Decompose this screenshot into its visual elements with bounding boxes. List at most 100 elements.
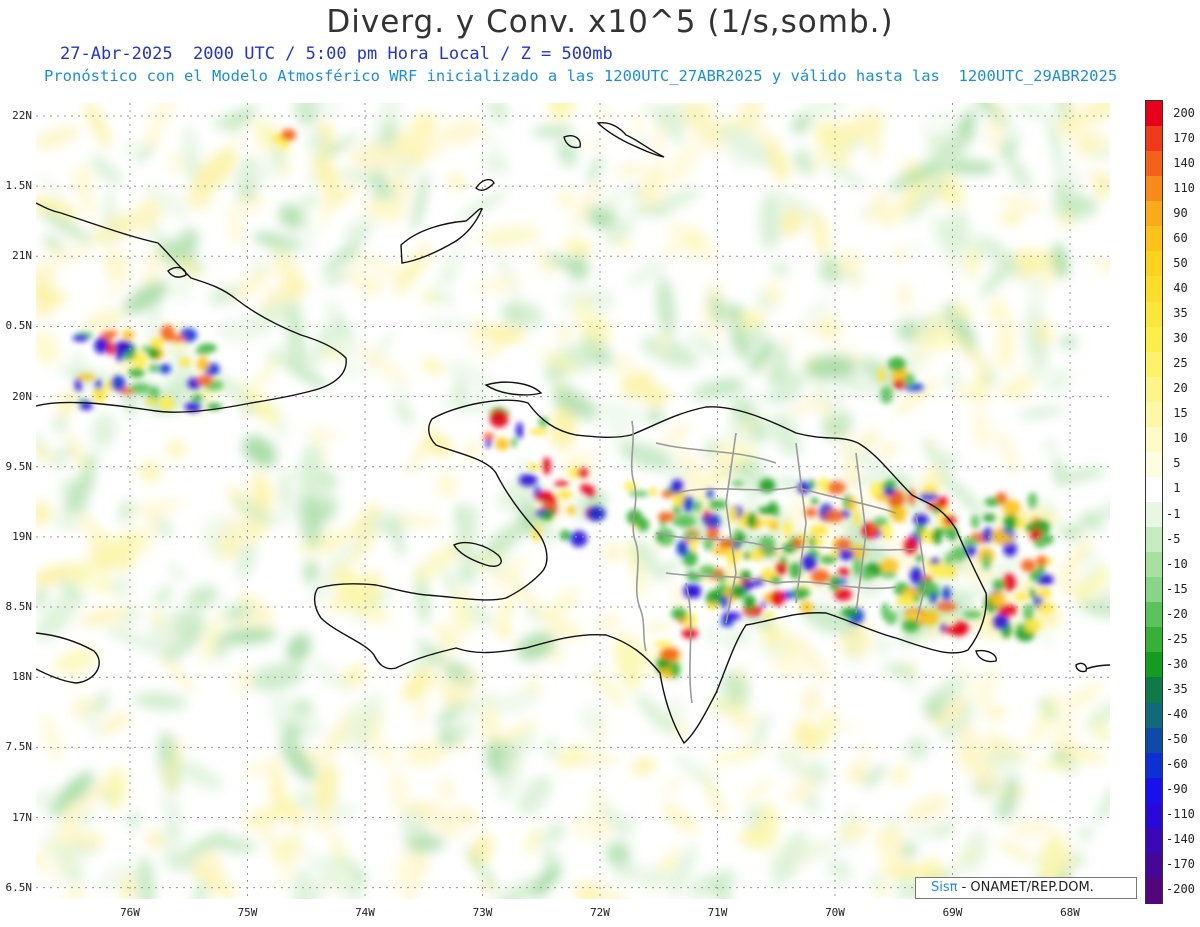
field-blob <box>1011 103 1054 121</box>
convection-cell <box>989 591 1007 606</box>
field-blob <box>1018 408 1066 417</box>
field-blob <box>517 775 553 816</box>
convection-cell <box>569 530 588 547</box>
field-blob <box>906 175 945 223</box>
field-blob <box>389 766 409 817</box>
field-blob <box>92 575 115 595</box>
colorbar-label: -10 <box>1166 556 1188 571</box>
convection-cell <box>717 538 735 549</box>
convection-cell <box>893 379 906 390</box>
field-blob <box>691 378 745 400</box>
field-blob <box>456 563 478 585</box>
convection-cell <box>707 602 719 610</box>
colorbar-label: -30 <box>1166 656 1188 671</box>
field-blob <box>953 845 983 866</box>
convection-cell <box>1014 593 1029 600</box>
field-blob <box>960 720 980 776</box>
field-blob <box>673 753 717 789</box>
field-blob <box>139 460 162 483</box>
field-blob <box>1099 587 1110 609</box>
field-blob <box>345 217 375 244</box>
field-blob <box>951 334 992 372</box>
field-blob <box>916 612 953 643</box>
field-blob <box>1062 681 1104 712</box>
field-blob <box>312 855 358 892</box>
field-blob <box>722 632 751 646</box>
field-blob <box>1097 786 1110 823</box>
field-blob <box>1039 835 1065 888</box>
field-blob <box>557 138 578 167</box>
field-blob <box>657 329 669 358</box>
field-blob <box>227 200 244 247</box>
latitude-label: 21N <box>12 249 32 263</box>
dr-provinces <box>655 432 927 704</box>
convection-cell <box>801 554 817 572</box>
field-blob <box>278 204 306 230</box>
convection-cell <box>657 511 675 522</box>
field-blob <box>439 776 454 802</box>
field-blob <box>144 183 189 219</box>
convection-cell <box>673 505 681 516</box>
field-blob <box>1001 774 1019 821</box>
field-blob <box>727 140 754 169</box>
field-blob <box>231 157 288 186</box>
field-blob <box>580 334 616 369</box>
field-blob <box>417 799 462 837</box>
convection-cell <box>147 397 156 406</box>
convection-cell <box>195 347 212 355</box>
convection-cell <box>913 593 921 603</box>
latitude-label: 0.5N <box>5 319 33 333</box>
convection-cell <box>720 595 729 609</box>
field-blob <box>814 121 850 168</box>
convection-cell <box>853 510 860 527</box>
field-blob <box>605 841 631 866</box>
convection-cell <box>281 128 296 142</box>
field-blob <box>115 599 131 633</box>
convection-cell <box>744 581 758 588</box>
colorbar-swatch <box>1146 752 1162 779</box>
field-blob <box>185 832 230 856</box>
field-blob <box>272 835 302 865</box>
field-blob <box>638 164 667 212</box>
field-blob <box>986 747 1022 773</box>
field-blob <box>145 829 164 850</box>
field-blob <box>557 327 572 346</box>
field-blob <box>300 195 315 258</box>
convection-cell <box>982 513 996 522</box>
field-blob <box>574 296 592 328</box>
field-blob <box>136 856 155 899</box>
field-blob <box>709 746 769 765</box>
field-blob <box>488 556 531 590</box>
convection-cell <box>885 611 897 625</box>
colorbar-swatch <box>1146 827 1162 854</box>
field-blob <box>935 129 978 163</box>
field-blob <box>84 705 103 739</box>
convection-cell <box>961 537 979 547</box>
convection-cell <box>743 594 756 611</box>
field-blob <box>54 647 99 674</box>
field-blob <box>948 364 959 392</box>
field-blob <box>687 332 724 359</box>
convection-cell <box>148 363 160 373</box>
field-blob <box>684 103 724 151</box>
field-blob <box>201 515 226 558</box>
field-blob <box>71 562 92 588</box>
field-blob <box>556 745 585 768</box>
field-blob <box>669 843 697 899</box>
convection-cell <box>1029 588 1036 600</box>
field-blob <box>210 289 227 306</box>
field-blob <box>166 735 183 796</box>
field-blob <box>1001 137 1015 163</box>
field-blob <box>1060 335 1077 350</box>
field-blob <box>148 103 176 137</box>
convection-cell <box>931 529 943 545</box>
field-blob <box>284 361 330 389</box>
convection-cell <box>577 467 589 478</box>
field-blob <box>803 103 846 119</box>
field-blob <box>166 440 186 459</box>
convection-cell <box>811 497 818 506</box>
convection-cell <box>936 496 948 509</box>
map-panel[interactable] <box>36 103 1110 899</box>
convection-cell <box>769 590 786 606</box>
field-blob <box>138 506 163 559</box>
